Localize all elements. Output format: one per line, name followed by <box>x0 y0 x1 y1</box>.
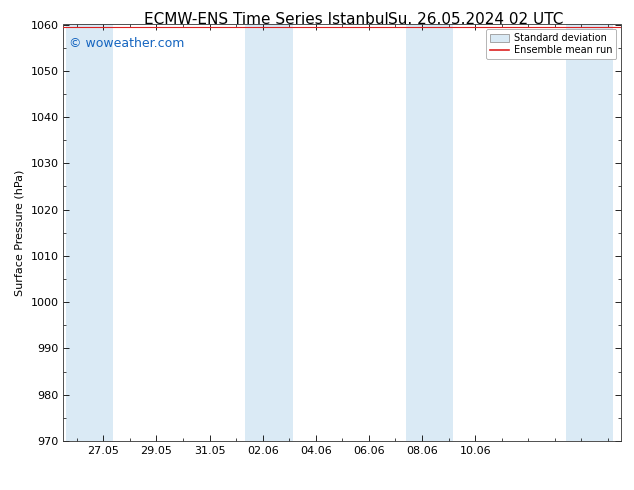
Bar <box>566 24 613 441</box>
Legend: Standard deviation, Ensemble mean run: Standard deviation, Ensemble mean run <box>486 29 616 59</box>
Y-axis label: Surface Pressure (hPa): Surface Pressure (hPa) <box>15 170 25 296</box>
Bar <box>66 24 113 441</box>
Text: ECMW-ENS Time Series Istanbul: ECMW-ENS Time Series Istanbul <box>144 12 389 27</box>
Text: Su. 26.05.2024 02 UTC: Su. 26.05.2024 02 UTC <box>388 12 563 27</box>
Bar <box>245 24 293 441</box>
Bar <box>406 24 453 441</box>
Text: © woweather.com: © woweather.com <box>69 37 184 50</box>
